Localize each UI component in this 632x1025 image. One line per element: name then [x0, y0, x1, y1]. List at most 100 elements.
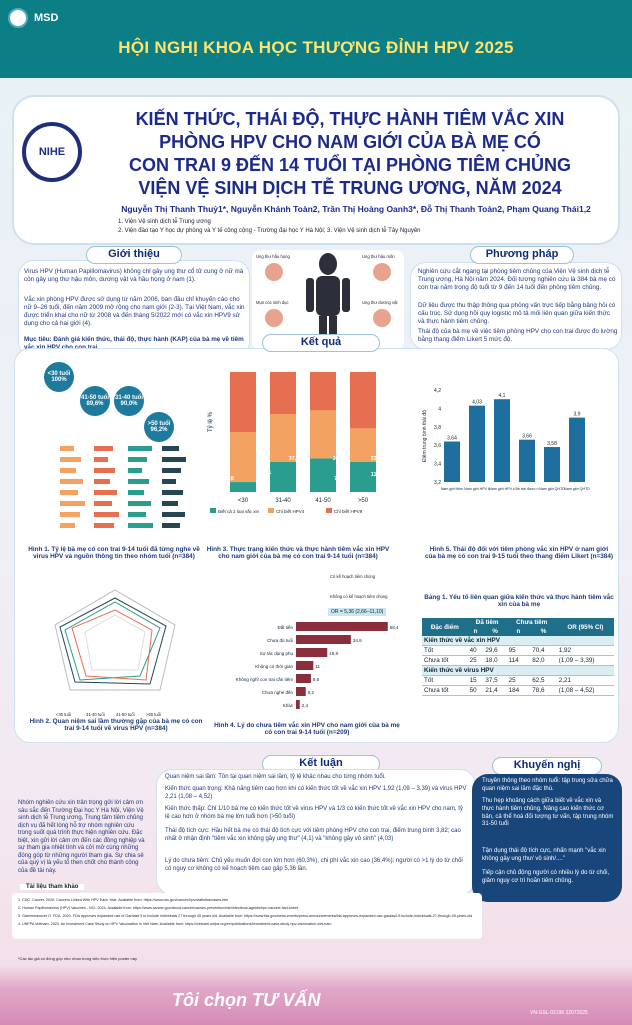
table-cell: (1,08 – 4,52) — [556, 685, 614, 696]
likert-bar — [494, 399, 510, 482]
references-heading: Tài liệu tham khảo — [20, 884, 85, 890]
source-bar — [60, 468, 76, 473]
age-bubble: <30 tuổi 100% — [44, 362, 74, 392]
table-cell: 70,4 — [530, 645, 557, 656]
intro-paragraph: Vắc xin phòng HPV được sử dụng từ năm 20… — [24, 296, 245, 327]
conference-title: HỘI NGHỊ KHOA HỌC THƯỢNG ĐỈNH HPV 2025 — [118, 38, 514, 57]
brand-name: MSD — [34, 12, 59, 24]
y-tick-label: 4 — [438, 406, 441, 412]
stacked-bar — [350, 372, 376, 429]
data-label: 6,2 — [308, 690, 315, 695]
table-header: Đặc điểm — [422, 618, 468, 636]
x-tick-label: Nam giới QHTD — [539, 487, 565, 491]
figure-2-caption: Hình 2. Quan niệm sai lầm thường gặp của… — [29, 718, 203, 732]
age-bubble: 31-40 tuổi 90,0% — [114, 386, 144, 416]
method-paragraph: Thái độ của bà mẹ về việc tiêm phòng HPV… — [418, 328, 618, 343]
table-cell: 15 — [467, 675, 484, 686]
conclusion-heading: Kết luận — [262, 755, 380, 773]
figure-3-caption: Hình 3. Thực trạng kiến thức và thực hàn… — [206, 546, 390, 560]
table-cell: 29,6 — [483, 645, 507, 656]
slogan: Tôi chọn TƯ VẤN — [172, 990, 321, 1010]
table-cell: 114 — [506, 655, 531, 666]
intro-objective: Mục tiêu: Đánh giá kiến thức, thái độ, t… — [24, 336, 244, 351]
anatomy-label: Ung thư hầu họng — [256, 254, 290, 259]
stacked-bar — [310, 458, 336, 492]
data-label: 14,1 — [261, 470, 272, 476]
data-label: 33,3 — [371, 456, 382, 462]
results-table: Đặc điểm Đã tiêm Chưa tiêm OR (95% CI) n% n%… — [422, 618, 614, 696]
poster-title: KIẾN THỨC, THÁI ĐỘ, THỰC HÀNH TIÊM VẮC X… — [100, 108, 600, 200]
intro-heading: Giới thiệu — [86, 246, 182, 264]
reason-bar — [296, 687, 306, 696]
document-code: VN-GSL-02196 22072025 — [530, 1010, 588, 1016]
title-line: VIỆN VỆ SINH DỊCH TỄ TRUNG ƯƠNG, NĂM 202… — [138, 178, 562, 198]
conclusion-item: Lý do chưa tiêm: Chủ yếu muốn đợi con lớ… — [165, 858, 463, 872]
stacked-bar — [350, 428, 376, 462]
data-label: 3,9 — [574, 412, 581, 418]
data-label: 2,8 — [226, 476, 234, 482]
header-bar: MSD HỘI NGHỊ KHOA HỌC THƯỢNG ĐỈNH HPV 20… — [0, 0, 632, 78]
source-grid — [60, 446, 186, 528]
table-cell: 37,5 — [483, 675, 507, 686]
table-cell: 78,6 — [530, 685, 557, 696]
source-bar — [128, 523, 153, 528]
anatomy-label: Mụn cóc sinh dục — [256, 300, 289, 305]
y-tick-label: 3,2 — [434, 480, 441, 486]
figure-1: <30 tuổi 100% 41-50 tuổi 89,6% 31-40 tuổ… — [20, 360, 200, 545]
conclusion-item: Quan niệm sai lầm: Tồn tại quan niệm sai… — [165, 774, 386, 780]
x-tick-label: 31-40 — [275, 498, 291, 504]
reason-bar — [296, 674, 311, 683]
table-cell: 50 — [467, 685, 484, 696]
table-group: Kiến thức về virus HPV — [422, 665, 614, 676]
source-bar — [128, 446, 152, 451]
figure-4-caption: Hình 4. Lý do chưa tiêm vắc xin HPV cho … — [214, 722, 400, 736]
title-box — [12, 95, 620, 245]
source-bar — [60, 501, 85, 506]
reason-bar — [296, 622, 388, 631]
y-tick-label: Chưa nghe đến — [262, 690, 294, 695]
source-bar — [60, 457, 81, 462]
source-bar — [162, 523, 180, 528]
title-line: KIẾN THỨC, THÁI ĐỘ, THỰC HÀNH TIÊM VẮC X… — [135, 109, 565, 129]
y-tick-label: Không nghĩ con trai cần tiêm — [236, 677, 294, 682]
source-bar — [94, 501, 112, 506]
hpv-anatomy-figure: Ung thư hầu họng Ung thư hậu môn Ung thư… — [252, 250, 404, 350]
table-subheader: n — [506, 627, 531, 636]
source-bar — [128, 501, 151, 506]
data-label: 7,7 — [334, 476, 342, 482]
figure-1-caption: Hình 1. Tỷ lệ bà mẹ có con trai 9-14 tuổ… — [28, 546, 200, 560]
table-cell: Tốt — [422, 645, 468, 656]
recommend-item: Tận dụng thái độ tích cực, nhấn mạnh "vắ… — [482, 848, 606, 862]
y-tick-label: Đắt tiền — [277, 624, 293, 630]
y-tick-label: Khác — [283, 703, 294, 708]
source-bar — [94, 457, 108, 462]
x-tick-label: Nam giới HPV k — [489, 487, 515, 491]
y-tick-label: Sợ tác dụng phụ — [260, 651, 294, 656]
legend-label: Biết cả 2 loại vắc xin — [218, 508, 260, 514]
x-tick-label: <30 — [238, 498, 249, 504]
radar-chart — [54, 589, 176, 691]
anatomy-label: Ung thư dương vật — [362, 300, 398, 305]
source-bar — [128, 457, 147, 462]
y-tick-label: 3,8 — [434, 425, 441, 431]
radar-legend: 31-40 tuổi — [86, 712, 105, 717]
age-bubble: >50 tuổi 96,2% — [144, 412, 174, 442]
authors: Nguyễn Thị Thanh Thuỷ1*, Nguyễn Khánh To… — [121, 204, 591, 214]
table-header: Đã tiêm — [467, 618, 507, 627]
acknowledgement: Nhóm nghiên cứu xin trân trọng gửi lời c… — [18, 800, 145, 874]
y-tick-label: 4,2 — [434, 388, 441, 394]
reason-bar — [296, 635, 351, 644]
source-bar — [94, 446, 113, 451]
source-bar — [162, 501, 178, 506]
figure-2 — [20, 580, 210, 710]
recommend-heading: Khuyến nghị — [492, 757, 602, 775]
fig4-legend: Không có kế hoạch tiêm chủng — [330, 594, 388, 599]
data-label: 19,9 — [329, 651, 338, 656]
x-tick-label: 41-50 — [315, 498, 331, 504]
nihe-logo-text: NIHE — [38, 146, 66, 158]
y-tick-label: Chưa đủ tuổi — [267, 637, 293, 643]
stacked-bar — [230, 482, 256, 492]
table-cell: 40 — [467, 645, 484, 656]
table-cell: 1,92 — [556, 645, 614, 656]
